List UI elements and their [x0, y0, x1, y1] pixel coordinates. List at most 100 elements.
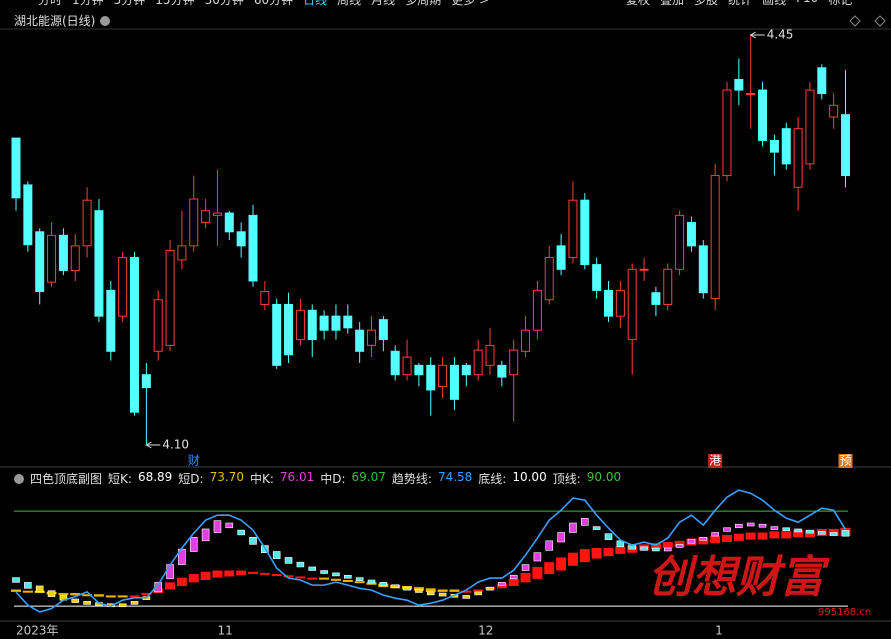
- short-bar: [604, 533, 613, 540]
- period-tab[interactable]: 分时: [38, 0, 63, 7]
- mid-bar: [449, 589, 460, 592]
- mid-bar: [295, 576, 306, 579]
- candle-body: [698, 245, 708, 294]
- period-tab[interactable]: 5分钟: [113, 0, 146, 7]
- candle-body: [307, 309, 317, 341]
- mid-bar: [520, 572, 531, 583]
- short-bar: [367, 579, 376, 584]
- event-label: 港: [709, 454, 721, 468]
- legend-value: 73.70: [209, 470, 244, 484]
- short-bar: [699, 536, 708, 541]
- mid-bar: [165, 582, 176, 590]
- short-bar: [841, 530, 850, 537]
- candle-body: [130, 257, 139, 413]
- candle-body: [177, 245, 187, 261]
- candle-body: [841, 114, 850, 177]
- short-bar: [817, 531, 826, 535]
- mid-bar: [200, 571, 211, 581]
- extreme-label: 4.10: [162, 438, 189, 452]
- candle-body: [473, 349, 483, 376]
- dropdown-icon[interactable]: [14, 474, 24, 484]
- mid-bar: [271, 574, 282, 577]
- mid-bar: [141, 593, 152, 596]
- short-bar: [687, 539, 696, 544]
- candle-body: [165, 250, 175, 346]
- candle-body: [402, 356, 412, 376]
- short-bar: [296, 561, 305, 568]
- mid-bar: [662, 542, 673, 548]
- candle-body: [58, 234, 68, 271]
- tool-tab[interactable]: 标记: [828, 0, 853, 7]
- candle-body: [829, 104, 839, 118]
- period-tabs: 分时 1分钟 5分钟 15分钟 30分钟 60分钟 日线 周线 月线 多周期 更多 >: [38, 0, 489, 8]
- mid-bar: [532, 566, 543, 579]
- mid-bar: [236, 570, 247, 576]
- mid-bar: [567, 552, 578, 566]
- tool-tab[interactable]: F10: [796, 0, 818, 8]
- candle-body: [355, 329, 365, 352]
- candle-body: [509, 349, 519, 376]
- mid-bar: [58, 593, 69, 596]
- tool-tab[interactable]: 统计: [728, 0, 753, 7]
- mid-bar: [722, 534, 732, 543]
- period-tab[interactable]: 日线: [303, 0, 328, 7]
- x-tick-label: 2023年: [16, 624, 59, 638]
- legend-value: 69.07: [351, 470, 386, 484]
- dropdown-icon[interactable]: [100, 16, 110, 26]
- short-bar: [71, 598, 80, 603]
- mid-bar: [283, 575, 294, 578]
- candle-body: [532, 289, 542, 331]
- mid-bar: [176, 577, 187, 586]
- candle-body: [722, 89, 732, 177]
- legend-name: 短D:: [178, 472, 204, 486]
- tool-tab[interactable]: 多股: [694, 0, 719, 7]
- event-badge: [708, 454, 723, 468]
- candle-body: [189, 198, 199, 247]
- mid-bar: [117, 595, 128, 598]
- candle-body: [390, 350, 400, 376]
- period-tab[interactable]: 30分钟: [204, 0, 244, 7]
- short-bar: [533, 552, 542, 562]
- diamond-icon[interactable]: [874, 15, 886, 27]
- mid-bar: [650, 543, 661, 550]
- candle-body: [521, 329, 531, 352]
- legend-name: 底线:: [478, 472, 507, 486]
- candle-body: [260, 291, 270, 305]
- short-bar: [201, 528, 210, 542]
- tool-tab[interactable]: 画线: [762, 0, 787, 7]
- extreme-label: 4.45: [767, 28, 794, 42]
- tool-tab[interactable]: 复权: [626, 0, 651, 7]
- mid-bar: [793, 530, 804, 538]
- candle-body: [236, 231, 246, 247]
- event-label: 预: [839, 454, 851, 468]
- mid-bar: [804, 530, 815, 538]
- indicator-legend: 四色顶底副图 短K: 68.89 短D: 73.70 中K: 76.01 中D: 69.07 趋势…: [30, 470, 621, 487]
- candle-body: [248, 214, 258, 282]
- mid-bar: [354, 581, 365, 584]
- period-tab[interactable]: 周线: [337, 0, 362, 7]
- candle-body: [544, 257, 554, 301]
- mid-bar: [319, 577, 330, 580]
- short-bar: [675, 544, 684, 548]
- mid-bar: [603, 547, 614, 557]
- mid-bar: [188, 574, 199, 583]
- candle-body: [438, 364, 448, 387]
- mid-bar: [674, 540, 685, 547]
- period-tab[interactable]: 月线: [371, 0, 396, 7]
- diamond-icon[interactable]: [849, 15, 861, 27]
- period-tab[interactable]: 60分钟: [253, 0, 294, 7]
- candle-body: [94, 210, 104, 317]
- mid-bar: [579, 549, 590, 563]
- mid-bar: [473, 589, 484, 592]
- watermark: 创想财富: [648, 552, 830, 603]
- short-bar: [758, 523, 767, 528]
- period-tab[interactable]: 15分钟: [155, 0, 195, 7]
- x-tick-label: 1: [715, 624, 723, 638]
- tool-tab[interactable]: 叠加: [660, 0, 685, 7]
- candle-body: [746, 93, 756, 96]
- period-tab[interactable]: 更多 >: [451, 0, 490, 7]
- short-bar: [711, 532, 719, 537]
- period-tab[interactable]: 1分钟: [72, 0, 104, 7]
- period-tab[interactable]: 多周期: [405, 0, 442, 7]
- short-bar: [154, 582, 162, 593]
